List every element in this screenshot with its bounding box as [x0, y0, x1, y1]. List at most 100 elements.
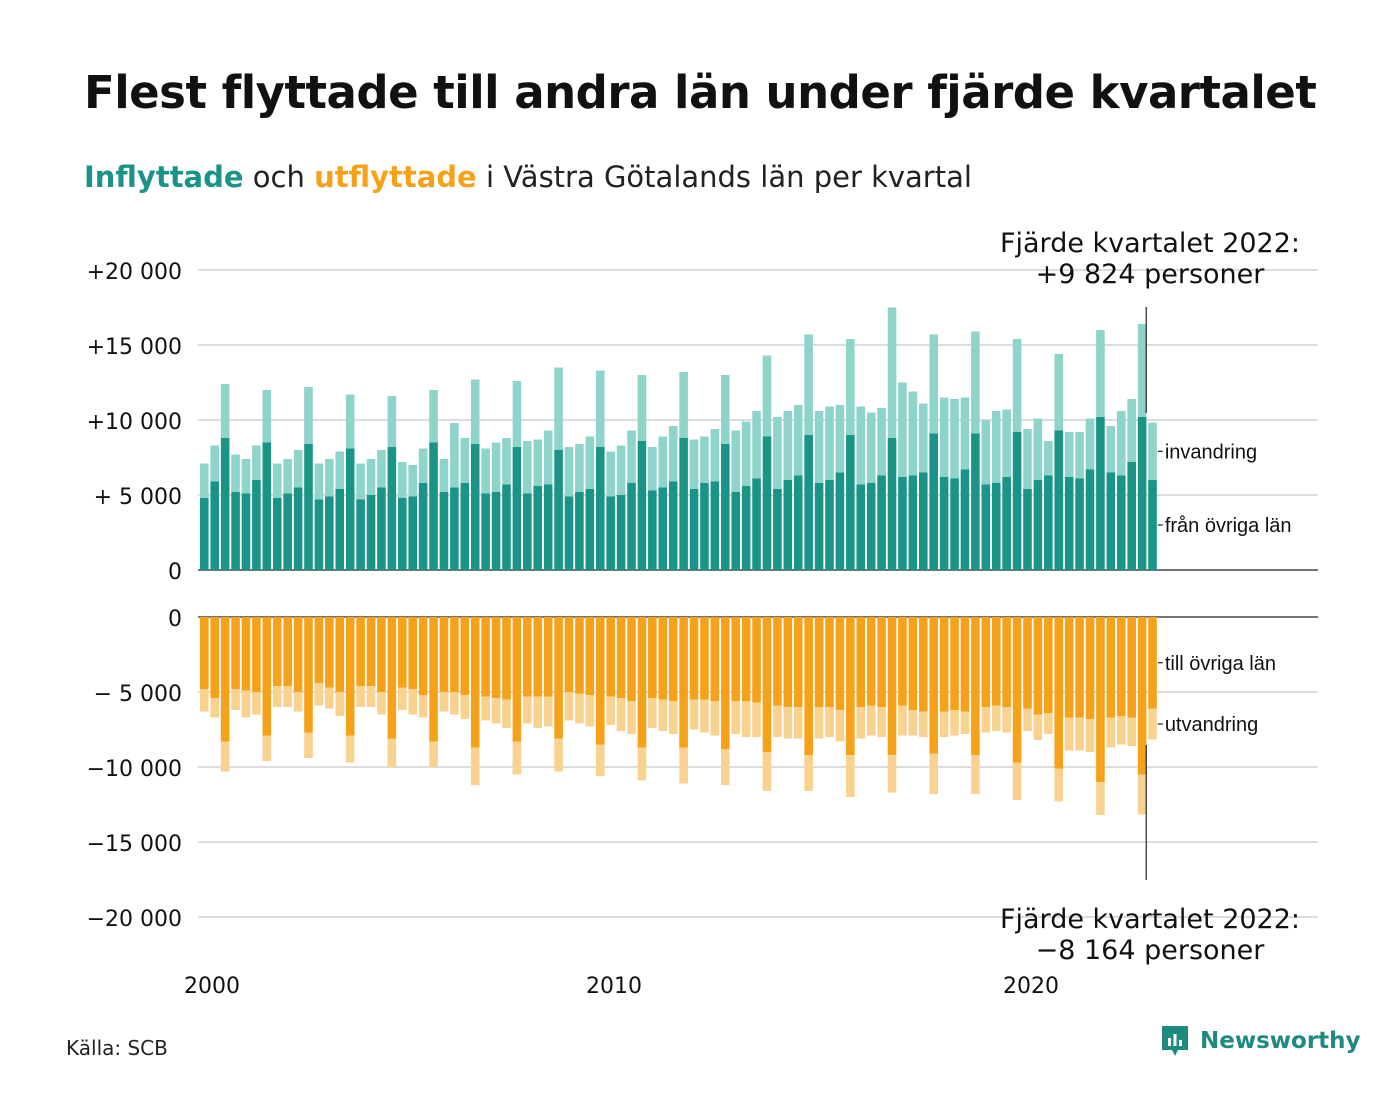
bar-fran-ovriga-lan: [793, 475, 803, 570]
series-label: till övriga län: [1165, 653, 1276, 675]
bar-till-ovriga-lan: [293, 617, 303, 692]
bar-till-ovriga-lan: [345, 617, 355, 736]
bar-till-ovriga-lan: [825, 617, 834, 707]
y-tick-label-top: +15 000: [87, 335, 182, 360]
bar-fran-ovriga-lan: [1106, 472, 1116, 570]
bar-invandring: [439, 459, 449, 492]
bar-fran-ovriga-lan: [241, 493, 251, 570]
bar-invandring: [304, 387, 313, 444]
bar-invandring: [721, 375, 730, 444]
bar-utvandring: [648, 698, 657, 728]
bar-till-ovriga-lan: [783, 617, 793, 707]
bar-till-ovriga-lan: [877, 617, 886, 707]
bar-fran-ovriga-lan: [1137, 417, 1147, 570]
bar-fran-ovriga-lan: [1075, 478, 1084, 570]
bar-invandring: [272, 463, 282, 498]
y-tick-label-bottom: 0: [168, 607, 182, 632]
bar-utvandring: [606, 696, 615, 725]
subtitle-outflow-label: utflyttade: [314, 160, 477, 194]
bar-invandring: [1137, 324, 1147, 417]
bar-fran-ovriga-lan: [700, 483, 709, 570]
bar-utvandring: [429, 741, 438, 767]
bar-utvandring: [252, 692, 261, 715]
bar-utvandring: [846, 755, 855, 797]
bar-till-ovriga-lan: [491, 617, 501, 698]
bar-till-ovriga-lan: [502, 617, 511, 700]
bar-till-ovriga-lan: [252, 617, 261, 692]
bar-invandring: [564, 447, 574, 497]
bar-utvandring: [793, 707, 803, 739]
bar-utvandring: [1106, 717, 1116, 748]
bar-fran-ovriga-lan: [585, 489, 595, 570]
bar-fran-ovriga-lan: [679, 438, 688, 570]
bar-till-ovriga-lan: [616, 617, 626, 698]
bar-till-ovriga-lan: [220, 617, 230, 742]
bar-fran-ovriga-lan: [595, 447, 605, 570]
bar-invandring: [585, 436, 595, 489]
y-tick-label-bottom: −15 000: [87, 832, 182, 857]
subtitle-connector: och: [252, 160, 305, 194]
bar-till-ovriga-lan: [272, 617, 282, 686]
bar-invandring: [648, 447, 657, 491]
bar-invandring: [1033, 418, 1043, 480]
bar-utvandring: [741, 701, 751, 737]
bar-utvandring: [1012, 762, 1022, 800]
bar-utvandring: [335, 692, 345, 716]
bar-invandring: [1106, 426, 1116, 473]
bar-fran-ovriga-lan: [1002, 477, 1011, 570]
bar-utvandring: [668, 701, 678, 734]
bar-till-ovriga-lan: [387, 617, 397, 739]
bar-till-ovriga-lan: [1106, 617, 1116, 718]
bar-till-ovriga-lan: [304, 617, 313, 733]
bar-fran-ovriga-lan: [752, 478, 761, 570]
bar-fran-ovriga-lan: [960, 469, 970, 570]
bar-utvandring: [1127, 717, 1136, 746]
bar-till-ovriga-lan: [793, 617, 803, 707]
bar-till-ovriga-lan: [335, 617, 345, 692]
bar-invandring: [1023, 429, 1032, 489]
bar-utvandring: [564, 692, 574, 721]
bar-utvandring: [950, 710, 959, 736]
bar-utvandring: [1033, 714, 1043, 740]
bar-invandring: [710, 429, 720, 482]
bar-fran-ovriga-lan: [283, 493, 292, 570]
bar-utvandring: [450, 692, 459, 715]
bar-utvandring: [241, 690, 251, 718]
bar-fran-ovriga-lan: [856, 484, 866, 570]
bar-utvandring: [220, 741, 230, 772]
bar-invandring: [1116, 411, 1126, 476]
bar-till-ovriga-lan: [835, 617, 845, 710]
bar-till-ovriga-lan: [1075, 617, 1084, 718]
bar-invandring: [606, 451, 615, 497]
bar-utvandring: [1023, 708, 1032, 731]
bar-utvandring: [887, 755, 897, 793]
bar-till-ovriga-lan: [200, 617, 209, 689]
annotation-bottom-line1: Fjärde kvartalet 2022:: [1000, 904, 1300, 935]
bar-invandring: [1064, 432, 1074, 477]
bar-utvandring: [877, 707, 886, 737]
bar-till-ovriga-lan: [283, 617, 292, 686]
bar-invandring: [814, 411, 824, 483]
bar-invandring: [1096, 330, 1105, 417]
bar-utvandring: [773, 705, 782, 737]
bar-utvandring: [960, 711, 970, 734]
bar-utvandring: [1075, 717, 1084, 751]
bar-till-ovriga-lan: [887, 617, 897, 755]
newsworthy-logo-icon: [1162, 1026, 1188, 1056]
bar-fran-ovriga-lan: [220, 438, 230, 570]
bar-invandring: [283, 459, 292, 494]
bar-invandring: [658, 436, 668, 488]
bar-utvandring: [470, 747, 480, 785]
bar-invandring: [835, 405, 845, 473]
bar-till-ovriga-lan: [231, 617, 240, 689]
chart-title: Flest flyttade till andra län under fjär…: [84, 66, 1317, 119]
bar-invandring: [950, 399, 959, 479]
bar-invandring: [366, 459, 376, 495]
bar-till-ovriga-lan: [418, 617, 428, 695]
bar-invandring: [668, 426, 678, 482]
bar-till-ovriga-lan: [741, 617, 751, 701]
bar-invandring: [262, 390, 272, 443]
bar-fran-ovriga-lan: [335, 489, 345, 570]
bar-invandring: [981, 420, 991, 485]
bar-till-ovriga-lan: [856, 617, 866, 707]
